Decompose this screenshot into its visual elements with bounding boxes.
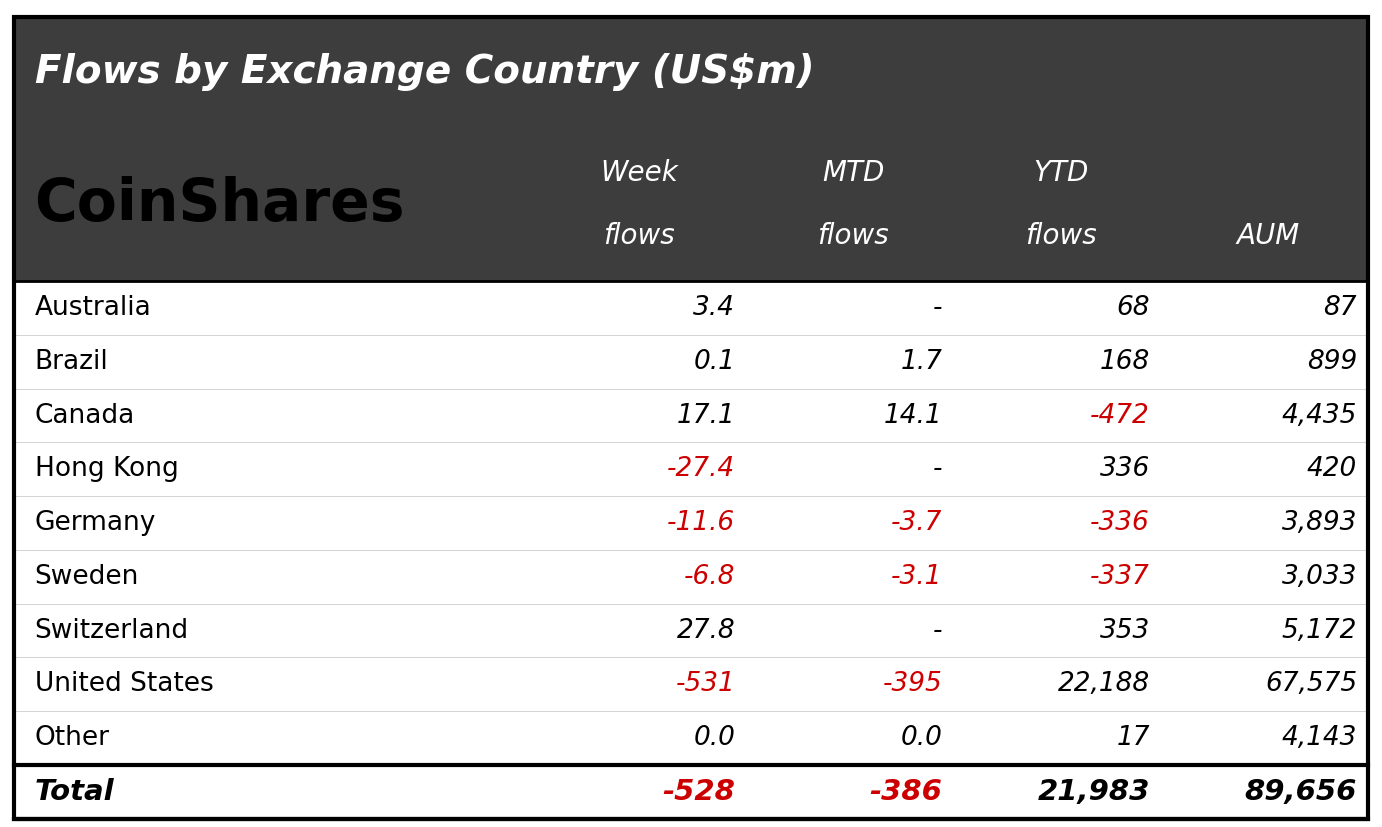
Text: -3.1: -3.1 (891, 564, 943, 590)
Text: -337: -337 (1090, 564, 1150, 590)
Text: Switzerland: Switzerland (35, 618, 189, 643)
Text: 420: 420 (1307, 457, 1357, 482)
Text: -395: -395 (883, 672, 943, 697)
Text: -: - (933, 618, 943, 643)
Text: 4,143: 4,143 (1281, 725, 1357, 751)
Text: 336: 336 (1100, 457, 1150, 482)
Text: AUM: AUM (1237, 222, 1299, 250)
Text: flows: flows (604, 222, 674, 250)
Text: -: - (933, 295, 943, 321)
Text: 22,188: 22,188 (1057, 672, 1150, 697)
Text: 3.4: 3.4 (694, 295, 735, 321)
Text: Brazil: Brazil (35, 349, 108, 375)
Text: Hong Kong: Hong Kong (35, 457, 178, 482)
Bar (14, 442, 1368, 496)
Text: 67,575: 67,575 (1265, 672, 1357, 697)
Text: 17: 17 (1117, 725, 1150, 751)
Text: -528: -528 (662, 778, 735, 805)
Bar (14, 389, 1368, 442)
Text: -11.6: -11.6 (668, 510, 735, 536)
Text: -3.7: -3.7 (891, 510, 943, 536)
Text: 0.0: 0.0 (901, 725, 943, 751)
Text: -336: -336 (1090, 510, 1150, 536)
Text: Total: Total (35, 778, 115, 805)
Text: 89,656: 89,656 (1245, 778, 1357, 805)
Bar (14, 281, 1368, 335)
Text: YTD: YTD (1032, 160, 1089, 187)
Text: Flows by Exchange Country (US$m): Flows by Exchange Country (US$m) (35, 54, 814, 91)
Bar (14, 657, 1368, 711)
Text: -6.8: -6.8 (684, 564, 735, 590)
Text: flows: flows (818, 222, 889, 250)
Text: Australia: Australia (35, 295, 151, 321)
Text: Other: Other (35, 725, 109, 751)
Text: 1.7: 1.7 (901, 349, 943, 375)
Text: Week: Week (600, 160, 679, 187)
Bar (14, 496, 1368, 550)
Bar (14, 335, 1368, 389)
Text: 14.1: 14.1 (884, 403, 943, 428)
Text: 899: 899 (1307, 349, 1357, 375)
Bar (14, 711, 1368, 765)
Text: -: - (933, 457, 943, 482)
Text: CoinShares: CoinShares (35, 176, 405, 233)
Text: United States: United States (35, 672, 213, 697)
Text: Germany: Germany (35, 510, 156, 536)
Text: -386: -386 (869, 778, 943, 805)
Bar (14, 765, 1368, 819)
Text: 353: 353 (1100, 618, 1150, 643)
Text: 0.0: 0.0 (694, 725, 735, 751)
Text: 0.1: 0.1 (694, 349, 735, 375)
Text: 87: 87 (1324, 295, 1357, 321)
Text: 21,983: 21,983 (1038, 778, 1150, 805)
Bar (14, 17, 1368, 281)
Bar (14, 604, 1368, 657)
Text: 27.8: 27.8 (677, 618, 735, 643)
Text: 4,435: 4,435 (1281, 403, 1357, 428)
Text: -27.4: -27.4 (668, 457, 735, 482)
Text: 5,172: 5,172 (1281, 618, 1357, 643)
Text: 17.1: 17.1 (677, 403, 735, 428)
Text: 3,893: 3,893 (1281, 510, 1357, 536)
Text: 68: 68 (1117, 295, 1150, 321)
Text: 168: 168 (1100, 349, 1150, 375)
Bar (14, 550, 1368, 604)
Text: -472: -472 (1090, 403, 1150, 428)
Text: MTD: MTD (822, 160, 884, 187)
Text: Sweden: Sweden (35, 564, 140, 590)
Text: flows: flows (1025, 222, 1096, 250)
Text: -531: -531 (676, 672, 735, 697)
Text: Canada: Canada (35, 403, 135, 428)
Text: 3,033: 3,033 (1281, 564, 1357, 590)
